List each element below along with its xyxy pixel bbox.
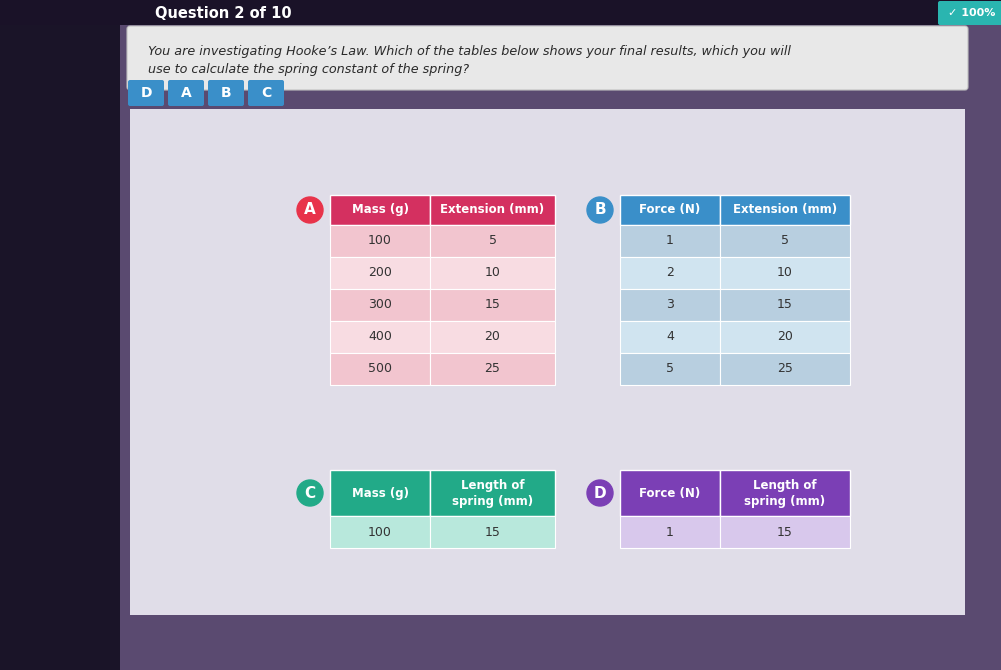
FancyBboxPatch shape <box>330 289 430 321</box>
FancyBboxPatch shape <box>720 257 850 289</box>
FancyBboxPatch shape <box>128 80 164 106</box>
Text: D: D <box>140 86 152 100</box>
FancyBboxPatch shape <box>720 225 850 257</box>
Text: 15: 15 <box>484 525 500 539</box>
Text: A: A <box>180 86 191 100</box>
Text: 5: 5 <box>488 234 496 247</box>
Text: 100: 100 <box>368 525 392 539</box>
Text: 4: 4 <box>666 330 674 344</box>
FancyBboxPatch shape <box>127 26 968 90</box>
Text: B: B <box>595 202 606 218</box>
FancyBboxPatch shape <box>720 195 850 225</box>
FancyBboxPatch shape <box>430 289 555 321</box>
Text: C: C <box>304 486 315 500</box>
FancyBboxPatch shape <box>620 195 720 225</box>
FancyBboxPatch shape <box>620 353 720 385</box>
Text: 500: 500 <box>368 362 392 375</box>
FancyBboxPatch shape <box>0 0 1001 25</box>
Text: You are investigating Hooke’s Law. Which of the tables below shows your final re: You are investigating Hooke’s Law. Which… <box>148 46 791 58</box>
FancyBboxPatch shape <box>620 289 720 321</box>
FancyBboxPatch shape <box>938 1 1001 25</box>
FancyBboxPatch shape <box>620 516 720 548</box>
Text: Extension (mm): Extension (mm) <box>733 204 837 216</box>
Text: 25: 25 <box>484 362 500 375</box>
Text: Question 2 of 10: Question 2 of 10 <box>155 5 291 21</box>
FancyBboxPatch shape <box>720 321 850 353</box>
Circle shape <box>297 197 323 223</box>
Text: 5: 5 <box>666 362 674 375</box>
Circle shape <box>297 480 323 506</box>
FancyBboxPatch shape <box>620 225 720 257</box>
Text: Force (N): Force (N) <box>640 486 701 500</box>
FancyBboxPatch shape <box>330 353 430 385</box>
Text: 1: 1 <box>666 525 674 539</box>
FancyBboxPatch shape <box>330 225 430 257</box>
Text: 400: 400 <box>368 330 392 344</box>
FancyBboxPatch shape <box>620 321 720 353</box>
FancyBboxPatch shape <box>430 257 555 289</box>
Text: use to calculate the spring constant of the spring?: use to calculate the spring constant of … <box>148 64 469 76</box>
FancyBboxPatch shape <box>330 257 430 289</box>
FancyBboxPatch shape <box>130 109 965 615</box>
Text: 10: 10 <box>484 267 500 279</box>
Text: Extension (mm): Extension (mm) <box>440 204 545 216</box>
Text: 300: 300 <box>368 299 392 312</box>
Text: 15: 15 <box>484 299 500 312</box>
FancyBboxPatch shape <box>720 353 850 385</box>
Text: B: B <box>220 86 231 100</box>
FancyBboxPatch shape <box>120 0 1001 670</box>
Text: 3: 3 <box>666 299 674 312</box>
FancyBboxPatch shape <box>620 470 720 516</box>
FancyBboxPatch shape <box>720 470 850 516</box>
FancyBboxPatch shape <box>720 289 850 321</box>
Text: 100: 100 <box>368 234 392 247</box>
Text: 20: 20 <box>484 330 500 344</box>
Text: Mass (g): Mass (g) <box>351 486 408 500</box>
FancyBboxPatch shape <box>430 470 555 516</box>
FancyBboxPatch shape <box>330 195 430 225</box>
FancyBboxPatch shape <box>620 257 720 289</box>
Text: 15: 15 <box>777 299 793 312</box>
FancyBboxPatch shape <box>430 321 555 353</box>
FancyBboxPatch shape <box>168 80 204 106</box>
Text: 5: 5 <box>781 234 789 247</box>
FancyBboxPatch shape <box>430 516 555 548</box>
FancyBboxPatch shape <box>430 195 555 225</box>
Text: 10: 10 <box>777 267 793 279</box>
FancyBboxPatch shape <box>330 516 430 548</box>
Text: 20: 20 <box>777 330 793 344</box>
FancyBboxPatch shape <box>330 321 430 353</box>
FancyBboxPatch shape <box>0 0 120 670</box>
Circle shape <box>587 480 613 506</box>
FancyBboxPatch shape <box>330 470 430 516</box>
Text: Force (N): Force (N) <box>640 204 701 216</box>
Text: ✓ 100%: ✓ 100% <box>948 8 996 18</box>
Text: A: A <box>304 202 316 218</box>
FancyBboxPatch shape <box>248 80 284 106</box>
Text: 2: 2 <box>666 267 674 279</box>
Text: 1: 1 <box>666 234 674 247</box>
FancyBboxPatch shape <box>430 225 555 257</box>
Text: 15: 15 <box>777 525 793 539</box>
Text: 200: 200 <box>368 267 392 279</box>
Text: Length of
spring (mm): Length of spring (mm) <box>451 478 534 507</box>
Text: D: D <box>594 486 607 500</box>
Text: Mass (g): Mass (g) <box>351 204 408 216</box>
FancyBboxPatch shape <box>430 353 555 385</box>
Circle shape <box>587 197 613 223</box>
Text: Length of
spring (mm): Length of spring (mm) <box>745 478 826 507</box>
Text: 25: 25 <box>777 362 793 375</box>
FancyBboxPatch shape <box>720 516 850 548</box>
Text: C: C <box>261 86 271 100</box>
FancyBboxPatch shape <box>208 80 244 106</box>
